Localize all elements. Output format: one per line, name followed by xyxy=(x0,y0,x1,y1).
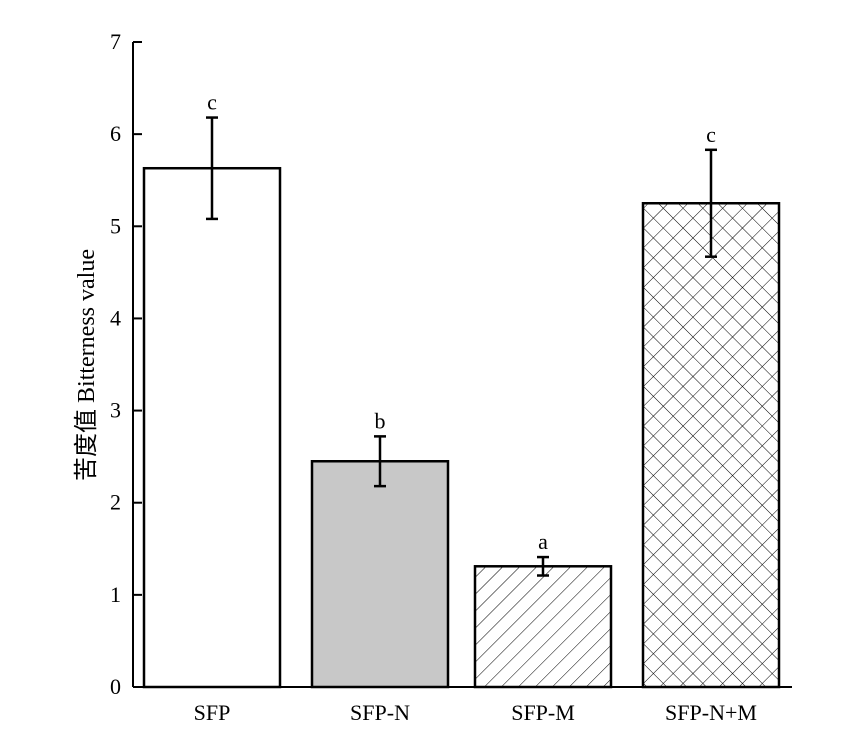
x-category-label: SFP-M xyxy=(511,700,575,725)
bar-sfp xyxy=(142,166,282,689)
plot-area: c b a c 0 1 2 3 4 5 6 7 SFP SFP-N SFP-M SFP-N+M xyxy=(110,29,792,725)
x-category-label: SFP-N xyxy=(350,700,410,725)
bar-sfp-n xyxy=(310,460,450,689)
y-tick-label: 4 xyxy=(110,305,121,330)
y-tick-label: 5 xyxy=(110,213,121,238)
significance-label: b xyxy=(375,408,386,433)
y-tick-label: 2 xyxy=(110,490,121,515)
bar-sfp-m xyxy=(473,565,613,689)
y-tick-label: 6 xyxy=(110,121,121,146)
y-tick-label: 0 xyxy=(110,674,121,699)
x-category-label: SFP-N+M xyxy=(665,700,757,725)
significance-label: c xyxy=(207,90,217,115)
y-tick-label: 1 xyxy=(110,582,121,607)
y-tick-label: 3 xyxy=(110,398,121,423)
significance-label: c xyxy=(706,122,716,147)
bar-sfp-n-m xyxy=(641,202,781,689)
significance-label: a xyxy=(538,529,548,554)
x-category-label: SFP xyxy=(194,700,231,725)
y-tick-label: 7 xyxy=(110,29,121,54)
y-axis-label: 苦度值 Bitterness value xyxy=(73,249,100,481)
